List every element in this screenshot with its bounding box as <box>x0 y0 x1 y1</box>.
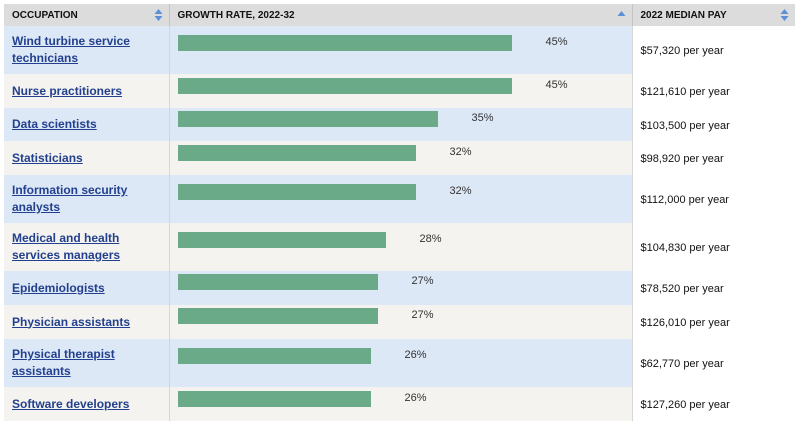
growth-bar <box>177 35 512 51</box>
pay-column-header[interactable]: 2022 MEDIAN PAY <box>632 4 795 26</box>
occupation-link[interactable]: Physical therapist assistants <box>12 347 115 378</box>
occupation-link[interactable]: Data scientists <box>12 117 97 131</box>
growth-bar <box>177 391 371 407</box>
growth-percent-label: 26% <box>404 349 427 361</box>
median-pay-value: $98,920 per year <box>640 153 724 165</box>
median-pay-value: $62,770 per year <box>640 358 724 370</box>
occupation-cell: Data scientists <box>4 108 170 141</box>
growth-cell: 45% <box>169 26 633 74</box>
occupation-cell: Information security analysts <box>4 175 170 223</box>
occupation-cell: Epidemiologists <box>4 271 170 305</box>
growth-bar <box>177 78 512 94</box>
occupation-link[interactable]: Epidemiologists <box>12 280 105 295</box>
growth-percent-label: 45% <box>545 36 568 48</box>
table-row: Physical therapist assistants 26% $62,770 … <box>4 339 795 387</box>
table-row: Physician assistants 27% $126,010 per year <box>4 305 795 339</box>
growth-percent-label: 27% <box>411 309 434 321</box>
growth-column-header[interactable]: GROWTH RATE, 2022-32 <box>169 4 633 26</box>
occupation-table: OCCUPATION GROWTH RATE, 2022-32 2022 MED… <box>4 4 795 421</box>
table-row: Data scientists 35% $103,500 per year <box>4 108 795 141</box>
growth-bar <box>177 111 438 127</box>
table-row: Software developers 26% $127,260 per year <box>4 387 795 421</box>
growth-percent-label: 27% <box>411 275 434 287</box>
header-row: OCCUPATION GROWTH RATE, 2022-32 2022 MED… <box>4 4 795 26</box>
growth-cell: 27% <box>169 271 633 305</box>
growth-bar <box>177 145 416 161</box>
occupation-link[interactable]: Nurse practitioners <box>12 83 123 98</box>
pay-cell: $121,610 per year <box>632 74 795 108</box>
growth-bar <box>177 348 371 364</box>
growth-header-label: GROWTH RATE, 2022-32 <box>177 9 295 21</box>
occupation-cell: Physical therapist assistants <box>4 339 170 387</box>
occupation-link[interactable]: Wind turbine service technicians <box>12 34 130 65</box>
median-pay-value: $104,830 per year <box>640 242 730 254</box>
pay-cell: $126,010 per year <box>632 305 795 339</box>
pay-cell: $104,830 per year <box>632 223 795 271</box>
occupation-cell: Medical and health services managers <box>4 223 170 271</box>
pay-cell: $57,320 per year <box>632 26 795 74</box>
growth-percent-label: 45% <box>545 79 568 91</box>
growth-bar <box>177 184 416 200</box>
growth-cell: 32% <box>169 175 633 223</box>
table-row: Nurse practitioners 45% $121,610 per year <box>4 74 795 108</box>
pay-cell: $103,500 per year <box>632 108 795 141</box>
growth-cell: 26% <box>169 387 633 421</box>
median-pay-value: $57,320 per year <box>640 45 724 57</box>
pay-header-label: 2022 MEDIAN PAY <box>640 9 727 21</box>
growth-bar <box>177 308 378 324</box>
occupation-cell: Physician assistants <box>4 305 170 339</box>
table-row: Statisticians 32% $98,920 per year <box>4 141 795 175</box>
occupation-cell: Software developers <box>4 387 170 421</box>
median-pay-value: $127,260 per year <box>640 399 730 411</box>
pay-cell: $112,000 per year <box>632 175 795 223</box>
median-pay-value: $121,610 per year <box>640 86 730 98</box>
growth-bar <box>177 274 378 290</box>
pay-cell: $98,920 per year <box>632 141 795 175</box>
growth-percent-label: 35% <box>471 112 494 124</box>
pay-cell: $78,520 per year <box>632 271 795 305</box>
median-pay-value: $78,520 per year <box>640 283 724 295</box>
growth-percent-label: 32% <box>449 185 472 197</box>
growth-bar <box>177 232 386 248</box>
occupation-column-header[interactable]: OCCUPATION <box>4 4 170 26</box>
sort-up-icon[interactable] <box>617 8 626 22</box>
occupation-link[interactable]: Medical and health services managers <box>12 231 121 262</box>
growth-cell: 27% <box>169 305 633 339</box>
pay-cell: $127,260 per year <box>632 387 795 421</box>
growth-percent-label: 32% <box>449 146 472 158</box>
sort-both-icon[interactable] <box>780 8 789 22</box>
occupation-cell: Nurse practitioners <box>4 74 170 108</box>
median-pay-value: $126,010 per year <box>640 317 730 329</box>
occupation-cell: Statisticians <box>4 141 170 175</box>
occupation-link[interactable]: Information security analysts <box>12 183 128 214</box>
table-row: Medical and health services managers 28% $… <box>4 223 795 271</box>
growth-cell: 35% <box>169 108 633 141</box>
growth-cell: 28% <box>169 223 633 271</box>
table-row: Information security analysts 32% $112,000… <box>4 175 795 223</box>
table-row: Wind turbine service technicians 45% $57,3… <box>4 26 795 74</box>
occupation-link[interactable]: Physician assistants <box>12 314 131 329</box>
occupation-header-label: OCCUPATION <box>12 9 78 21</box>
growth-percent-label: 28% <box>419 233 442 245</box>
median-pay-value: $103,500 per year <box>640 119 730 132</box>
occupation-link[interactable]: Statisticians <box>12 150 83 165</box>
pay-cell: $62,770 per year <box>632 339 795 387</box>
growth-cell: 32% <box>169 141 633 175</box>
occupation-link[interactable]: Software developers <box>12 396 130 411</box>
sort-both-icon[interactable] <box>154 8 163 22</box>
growth-cell: 45% <box>169 74 633 108</box>
table-row: Epidemiologists 27% $78,520 per year <box>4 271 795 305</box>
growth-percent-label: 26% <box>404 392 427 404</box>
occupation-cell: Wind turbine service technicians <box>4 26 170 74</box>
growth-cell: 26% <box>169 339 633 387</box>
median-pay-value: $112,000 per year <box>640 194 729 206</box>
